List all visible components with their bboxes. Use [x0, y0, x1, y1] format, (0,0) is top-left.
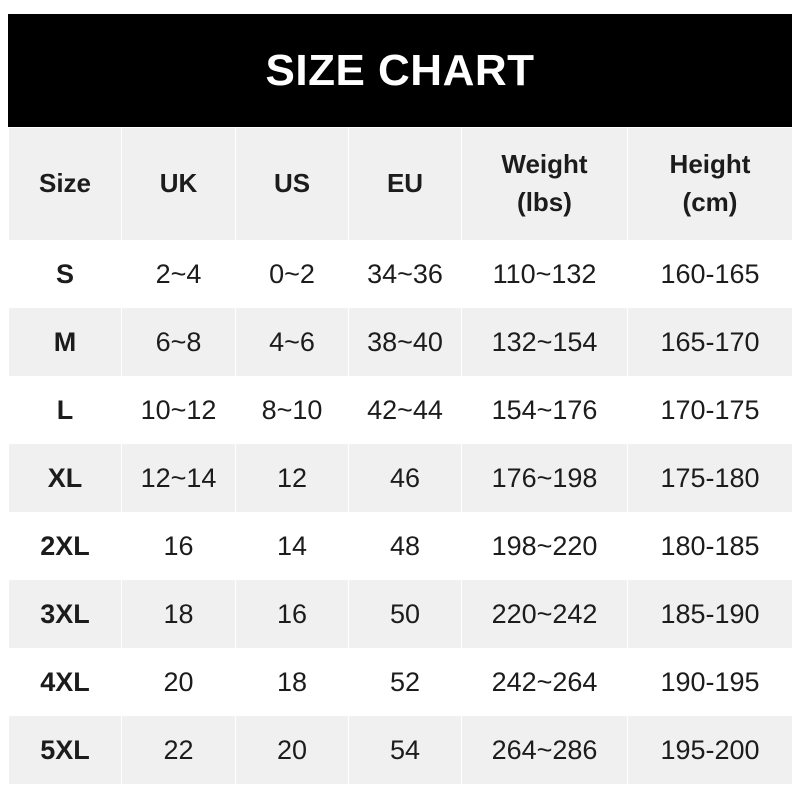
table-cell: 132~154 — [461, 308, 628, 376]
table-cell: 38~40 — [348, 308, 462, 376]
size-cell: 4XL — [8, 648, 122, 716]
column-header-text: Size — [38, 168, 92, 199]
column-header-text: US — [273, 168, 311, 199]
table-cell: 176~198 — [461, 444, 628, 512]
table-cell: 175-180 — [627, 444, 793, 512]
column-header-text: (cm) — [682, 187, 738, 217]
table-row: L 10~12 8~10 42~44 154~176 170-175 — [8, 376, 793, 444]
table-cell: 10~12 — [121, 376, 236, 444]
table-cell: 170-175 — [627, 376, 793, 444]
table-cell: 20 — [235, 716, 349, 784]
table-cell: 8~10 — [235, 376, 349, 444]
table-row: 3XL 18 16 50 220~242 185-190 — [8, 580, 793, 648]
table-cell: 14 — [235, 512, 349, 580]
table-row: XL 12~14 12 46 176~198 175-180 — [8, 444, 793, 512]
table-cell: 50 — [348, 580, 462, 648]
header-row: Size UK US EU Weight (lbs) Height (cm) — [8, 128, 793, 240]
column-header: UK — [121, 128, 236, 240]
table-cell: 46 — [348, 444, 462, 512]
size-cell: 2XL — [8, 512, 122, 580]
table-cell: 12~14 — [121, 444, 236, 512]
table-cell: 154~176 — [461, 376, 628, 444]
column-header-text: (lbs) — [517, 187, 572, 217]
table-row: M 6~8 4~6 38~40 132~154 165-170 — [8, 308, 793, 376]
size-cell: M — [8, 308, 122, 376]
table-cell: 34~36 — [348, 240, 462, 308]
column-header: US — [235, 128, 349, 240]
column-header: Weight (lbs) — [461, 128, 628, 240]
table-cell: 48 — [348, 512, 462, 580]
table-cell: 16 — [121, 512, 236, 580]
table-cell: 185-190 — [627, 580, 793, 648]
table-cell: 160-165 — [627, 240, 793, 308]
column-header-text: Height — [669, 149, 751, 180]
table-cell: 18 — [235, 648, 349, 716]
table-cell: 18 — [121, 580, 236, 648]
table-cell: 16 — [235, 580, 349, 648]
column-header-text: EU — [386, 168, 424, 199]
table-cell: 20 — [121, 648, 236, 716]
table-cell: 54 — [348, 716, 462, 784]
table-row: 5XL 22 20 54 264~286 195-200 — [8, 716, 793, 784]
size-cell: L — [8, 376, 122, 444]
table-cell: 195-200 — [627, 716, 793, 784]
table-cell: 6~8 — [121, 308, 236, 376]
column-header: Height (cm) — [627, 128, 793, 240]
table-row: 2XL 16 14 48 198~220 180-185 — [8, 512, 793, 580]
table-cell: 180-185 — [627, 512, 793, 580]
table-cell: 165-170 — [627, 308, 793, 376]
table-cell: 4~6 — [235, 308, 349, 376]
table-row: 4XL 20 18 52 242~264 190-195 — [8, 648, 793, 716]
table-cell: 110~132 — [461, 240, 628, 308]
table-cell: 42~44 — [348, 376, 462, 444]
size-cell: 3XL — [8, 580, 122, 648]
size-cell: S — [8, 240, 122, 308]
size-cell: 5XL — [8, 716, 122, 784]
table-cell: 264~286 — [461, 716, 628, 784]
column-header-text: UK — [159, 168, 198, 199]
table-cell: 2~4 — [121, 240, 236, 308]
size-cell: XL — [8, 444, 122, 512]
table-cell: 190-195 — [627, 648, 793, 716]
column-header: Size — [8, 128, 122, 240]
table-cell: 52 — [348, 648, 462, 716]
size-chart-title: SIZE CHART — [8, 14, 792, 127]
column-header-text: Weight — [501, 149, 588, 180]
table-row: S 2~4 0~2 34~36 110~132 160-165 — [8, 240, 793, 308]
column-header: EU — [348, 128, 462, 240]
size-chart-table: Size UK US EU Weight (lbs) Height (cm) S 2~4 0~2 3… — [8, 128, 793, 784]
table-cell: 220~242 — [461, 580, 628, 648]
table-cell: 12 — [235, 444, 349, 512]
table-cell: 0~2 — [235, 240, 349, 308]
table-cell: 198~220 — [461, 512, 628, 580]
table-cell: 242~264 — [461, 648, 628, 716]
table-cell: 22 — [121, 716, 236, 784]
